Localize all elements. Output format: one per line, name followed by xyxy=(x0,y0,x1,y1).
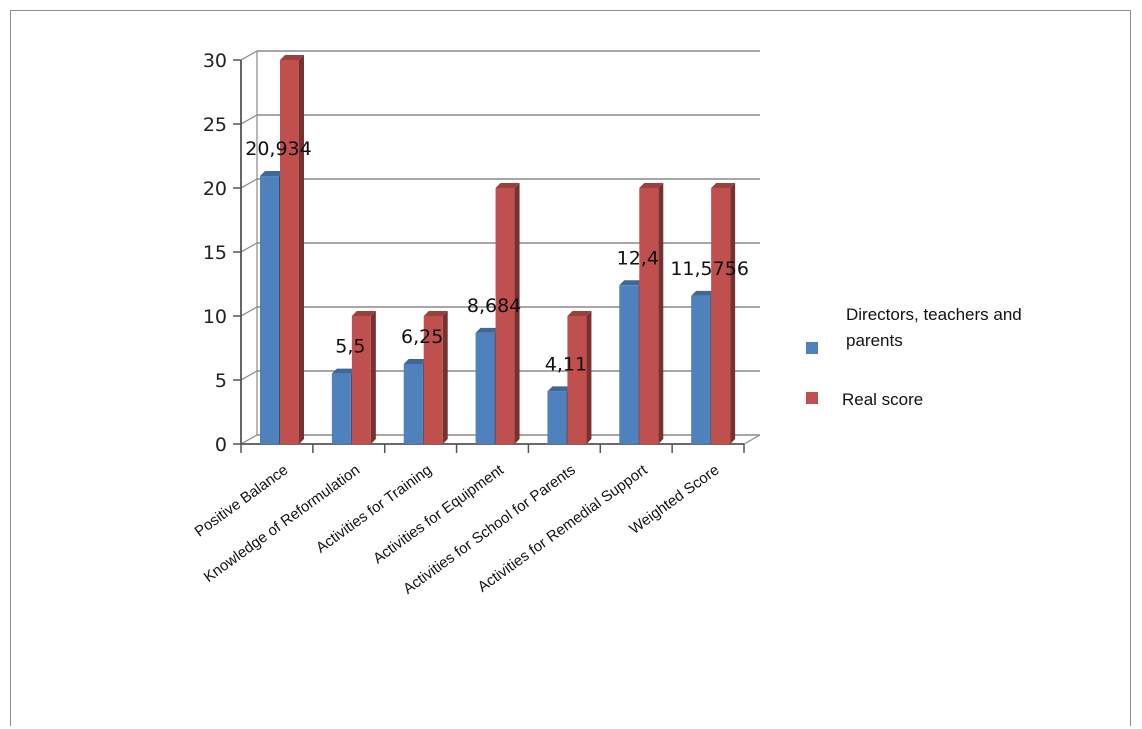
bar-real-score-side xyxy=(370,311,376,444)
y-tick-label: 0 xyxy=(215,434,227,456)
legend-label-real-score: Real score xyxy=(842,390,923,409)
gridline-side xyxy=(240,178,258,189)
bar-real-score-side xyxy=(730,183,736,444)
data-label: 5,5 xyxy=(335,336,365,358)
gridline-side xyxy=(240,434,258,445)
bar-real-score-side xyxy=(514,183,520,444)
y-tick-label: 5 xyxy=(215,370,227,392)
legend-swatch-directors xyxy=(806,342,818,354)
y-tick-label: 10 xyxy=(203,306,227,328)
data-label: 6,25 xyxy=(401,326,443,348)
bar-directors xyxy=(475,332,495,444)
bar-directors-top xyxy=(331,368,356,374)
y-tick-label: 15 xyxy=(203,242,227,264)
bar-real-score-top xyxy=(711,183,736,188)
gridline-side xyxy=(240,242,258,253)
bar-directors-top xyxy=(691,290,716,296)
data-label: 4,11 xyxy=(545,353,587,375)
y-tick-label: 25 xyxy=(203,114,227,136)
bar-directors xyxy=(331,373,351,444)
bar-real-score xyxy=(567,316,587,444)
bar-directors-top xyxy=(403,359,428,364)
bar-real-score xyxy=(711,188,731,444)
bar-directors xyxy=(547,391,567,444)
bar-real-score-top xyxy=(280,55,304,60)
bar-real-score-side xyxy=(586,311,592,444)
bar-real-score-top xyxy=(567,311,592,316)
data-label: 11,5756 xyxy=(670,258,749,280)
floor-edge xyxy=(743,434,761,445)
bar-real-score-top xyxy=(495,183,520,188)
bar-directors-top xyxy=(547,386,572,392)
legend-swatch-real-score xyxy=(806,392,818,404)
y-tick-label: 30 xyxy=(203,50,227,72)
y-tick-label: 20 xyxy=(203,178,227,200)
bar-directors xyxy=(691,295,711,444)
bar-real-score xyxy=(423,316,443,444)
bar-real-score-top xyxy=(423,311,448,316)
gridline-side xyxy=(240,114,258,125)
bar-real-score xyxy=(495,188,515,444)
bar-directors xyxy=(403,364,423,444)
legend-label-directors: parents xyxy=(846,331,903,350)
bar-real-score xyxy=(639,188,659,444)
category-label: Activities for Training xyxy=(313,461,435,556)
gridline-side xyxy=(240,50,258,61)
gridline-side xyxy=(240,306,258,317)
bar-directors-top xyxy=(619,280,644,286)
data-label: 12,4 xyxy=(617,247,659,269)
bar-directors-top xyxy=(260,171,284,177)
bar-real-score-side xyxy=(299,55,304,444)
gridline-side xyxy=(240,370,258,381)
bar-directors-top xyxy=(475,327,500,333)
bar-directors xyxy=(260,176,279,444)
data-label: 8,684 xyxy=(467,295,521,317)
bar-real-score-side xyxy=(442,311,448,444)
category-label: Activities for Equipment xyxy=(370,461,507,567)
bar-real-score-top xyxy=(351,311,376,316)
data-label: 20,934 xyxy=(245,138,311,160)
bar-real-score xyxy=(280,60,299,444)
bar-real-score-top xyxy=(639,183,664,188)
bar-real-score xyxy=(351,316,371,444)
chart-frame xyxy=(10,10,1131,726)
bar-directors xyxy=(619,285,639,444)
bar-real-score-side xyxy=(658,183,664,444)
legend-label-directors: Directors, teachers and xyxy=(846,305,1022,324)
